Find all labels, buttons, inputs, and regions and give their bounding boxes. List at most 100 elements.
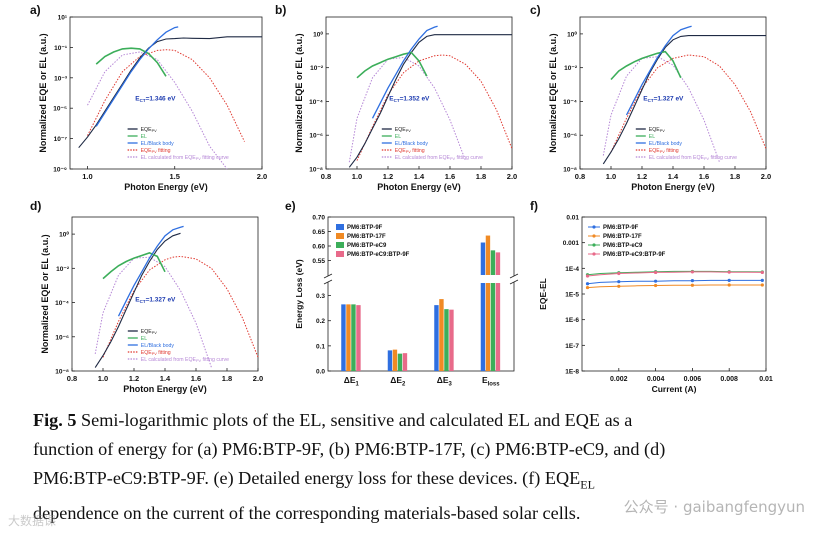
series-el-blackbody [371, 25, 438, 119]
series-el-blackbody [95, 26, 179, 127]
y-axis-title: Normalized EQE or EL (a.u.) [40, 234, 50, 353]
y-tick-label: 10⁻⁷ [54, 136, 68, 143]
y-tick-label: 10⁻⁹ [53, 167, 67, 174]
axis-break-gap [325, 276, 517, 282]
legend-entry: EQEPV [395, 127, 412, 133]
data-point [585, 285, 590, 290]
legend-entry: EQEPV fitting [141, 148, 171, 154]
plot-frame-e [327, 216, 515, 372]
legend-swatch [336, 242, 344, 248]
series-eqe-fitting [102, 255, 259, 358]
data-point [727, 283, 731, 287]
x-tick-label: 1.2 [637, 172, 647, 181]
legend-entry: PM6:BTP-eC9 [603, 243, 643, 249]
series-el [95, 47, 167, 77]
watermark: 公众号 · gaibangfengyun [623, 498, 805, 516]
x-tick-label: 1.0 [352, 172, 362, 181]
y-axis-title: Normalized EQE or EL (a.u.) [38, 33, 48, 152]
y-tick-label: 10⁰ [313, 30, 323, 38]
legend-entry: EL [395, 134, 401, 140]
legend-entry: EL calculated from EQEPV fitting curve [141, 357, 229, 363]
ect-annotation: ECT=1.327 eV [135, 297, 176, 305]
bar [346, 304, 351, 371]
legend-entry: PM6:BTP-9F [347, 225, 383, 231]
x-tick-label: 2.0 [253, 374, 263, 383]
data-point [585, 282, 590, 286]
bar [485, 235, 491, 275]
x-tick-label: 0.8 [67, 374, 77, 383]
x-axis-title: Photon Energy (eV) [631, 182, 715, 192]
ect-annotation: ECT=1.346 eV [135, 96, 176, 104]
series-eqe-pv [348, 34, 512, 168]
legend-entry: EL/Black body [649, 141, 683, 147]
legend-swatch [336, 233, 344, 239]
series-eqe-fitting [356, 54, 513, 161]
x-tick-label: 1.6 [445, 172, 455, 181]
legend-entry: EL [141, 134, 147, 140]
x-tick-label: 2.0 [761, 172, 771, 181]
x-tick-label: 0.006 [684, 376, 702, 383]
figure-caption: Fig. 5 Semi-logarithmic plots of the EL,… [33, 406, 778, 528]
series-eqe-fitting [610, 54, 767, 153]
bar [351, 304, 356, 371]
series-eqe-pv [602, 35, 766, 165]
data-point [690, 270, 695, 274]
legend-entry: PM6:BTP-9F [603, 225, 639, 231]
y-tick-label: 0.55 [312, 258, 325, 265]
data-point [727, 278, 731, 282]
panel-label-c: c) [530, 3, 541, 17]
y-tick-label: 0.60 [312, 244, 325, 251]
legend-entry: PM6:BTP-eC9:BTP-9F [603, 252, 666, 258]
series-el [610, 50, 682, 81]
series-line [587, 270, 763, 276]
y-tick-label: 10⁻⁸ [55, 369, 69, 376]
caption-line-2: function of energy for (a) PM6:BTP-9F, (… [33, 438, 666, 459]
bar [480, 283, 486, 371]
legend-entry: EQEPV fitting [649, 148, 679, 154]
data-point [760, 270, 764, 275]
ect-annotation: ECT=1.352 eV [389, 96, 430, 104]
series-el-calculated [348, 56, 466, 163]
bar [397, 353, 403, 371]
legend-marker [592, 234, 596, 238]
x-tick-label: 0.008 [720, 376, 738, 383]
legend-entry: EL/Black body [141, 343, 175, 349]
x-tick-label: 1.2 [129, 374, 139, 383]
x-tick-label: 1.4 [668, 172, 679, 181]
x-tick-label: 0.01 [759, 376, 773, 383]
bar [341, 304, 346, 371]
caption-line-4: dependence on the current of the corresp… [33, 503, 581, 524]
y-tick-label: 0.1 [316, 343, 325, 350]
panel-label-f: f) [530, 199, 538, 213]
data-point [690, 283, 695, 287]
data-point [760, 283, 764, 287]
y-tick-label: 10⁻⁸ [563, 167, 577, 174]
series-el [356, 51, 428, 79]
legend-entry: PM6:BTP-eC9 [347, 243, 387, 249]
axis-break-mark [323, 273, 333, 279]
bar [434, 305, 439, 371]
bar [480, 242, 486, 275]
bar [392, 349, 398, 371]
data-point [727, 270, 731, 274]
bar [490, 250, 496, 275]
data-point [760, 278, 764, 282]
x-axis-title: Current (A) [652, 384, 697, 394]
x-tick-label: 2.0 [507, 172, 517, 181]
category-label: ΔE2 [390, 375, 406, 388]
y-tick-label: 10⁻⁴ [563, 99, 577, 106]
y-tick-label: 10⁻⁸ [309, 167, 323, 174]
y-tick-label: 0.0 [316, 369, 325, 376]
y-tick-label: 10⁻⁴ [309, 99, 323, 106]
category-label: ΔE1 [344, 375, 360, 388]
data-point [617, 271, 621, 276]
series-eqe-fitting [87, 49, 245, 142]
y-tick-label: 0.001 [563, 240, 580, 247]
y-tick-label: 10⁻² [310, 65, 324, 72]
legend-marker [592, 252, 596, 256]
legend-entry: EQEPV fitting [141, 350, 171, 356]
series-line [587, 279, 763, 285]
legend-entry: PM6:BTP-17F [347, 234, 386, 240]
y-tick-label: 0.2 [316, 318, 325, 325]
series-line [587, 284, 763, 289]
